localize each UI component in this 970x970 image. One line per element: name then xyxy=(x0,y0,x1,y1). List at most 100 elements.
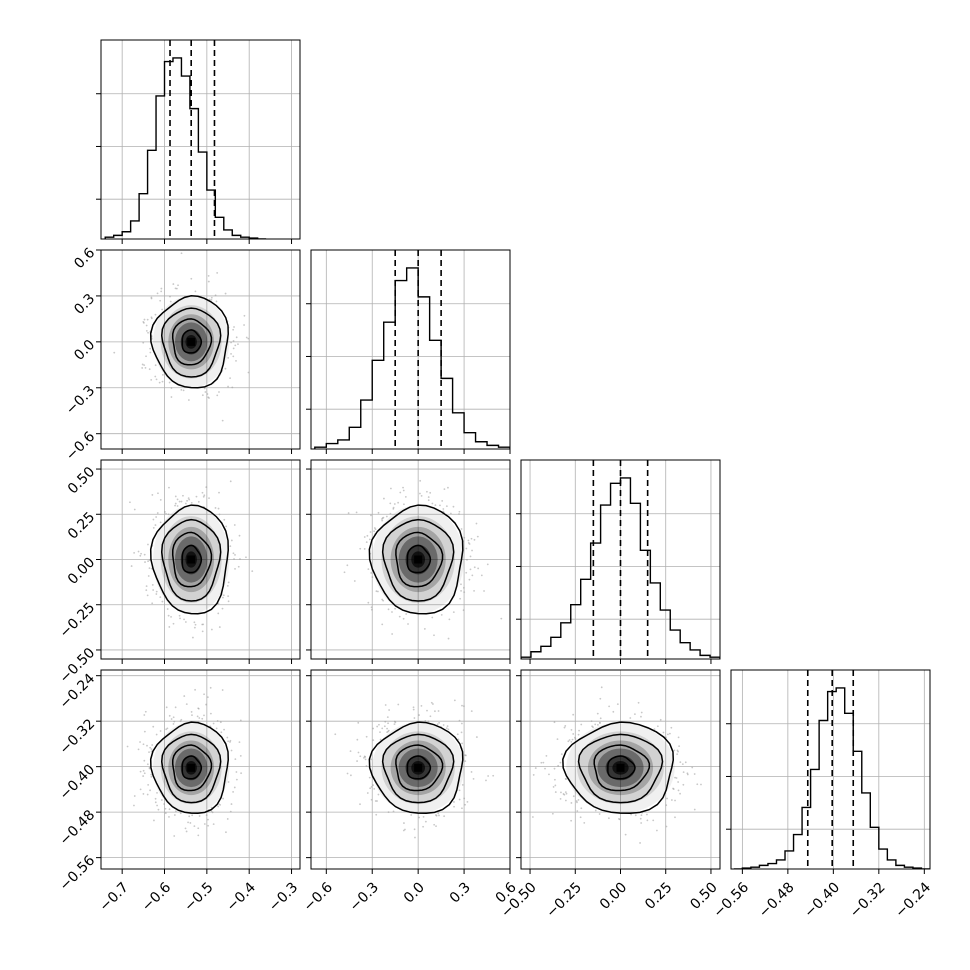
scatter-point xyxy=(453,801,455,803)
scatter-point xyxy=(429,715,432,718)
scatter-point xyxy=(366,534,369,537)
scatter-point xyxy=(197,707,200,710)
scatter-point xyxy=(159,498,162,501)
scatter-point xyxy=(473,566,476,569)
panel-frame xyxy=(310,669,511,870)
scatter-point xyxy=(384,720,387,723)
scatter-point xyxy=(633,713,636,716)
scatter-point xyxy=(160,799,163,801)
scatter-point xyxy=(154,797,157,800)
scatter-point xyxy=(693,773,696,775)
scatter-point xyxy=(232,355,235,358)
scatter-point xyxy=(233,786,236,789)
scatter-point xyxy=(374,800,377,802)
scatter-point xyxy=(640,814,643,817)
scatter-point xyxy=(166,727,169,730)
scatter-point xyxy=(681,763,684,766)
scatter-point xyxy=(398,615,401,618)
scatter-point xyxy=(599,722,601,724)
scatter-point xyxy=(682,783,685,786)
scatter-point xyxy=(464,760,467,763)
scatter-point xyxy=(424,820,427,823)
scatter-point xyxy=(394,607,396,610)
scatter-point xyxy=(407,623,409,625)
scatter-point xyxy=(443,488,446,491)
scatter-point xyxy=(678,745,681,748)
scatter-point xyxy=(168,626,171,628)
scatter-point xyxy=(177,284,179,287)
scatter-point xyxy=(234,344,237,347)
scatter-point xyxy=(565,792,568,795)
density-group xyxy=(334,699,495,839)
scatter-point xyxy=(377,511,380,514)
scatter-point xyxy=(221,419,224,422)
scatter-point xyxy=(215,727,218,730)
contour-line xyxy=(406,544,432,574)
contour-line xyxy=(381,733,455,804)
scatter-point xyxy=(639,817,642,820)
scatter-point xyxy=(152,589,155,591)
x-tick-label: 0.25 xyxy=(642,879,675,912)
scatter-point xyxy=(467,539,470,542)
scatter-point xyxy=(173,835,176,837)
scatter-point xyxy=(385,515,388,518)
scatter-point xyxy=(571,738,574,741)
scatter-point xyxy=(170,718,173,720)
scatter-point xyxy=(652,819,655,822)
scatter-point xyxy=(163,803,166,805)
scatter-point xyxy=(386,731,389,734)
scatter-point xyxy=(446,725,449,728)
scatter-point xyxy=(445,505,448,508)
scatter-point xyxy=(133,508,136,511)
scatter-point xyxy=(147,560,149,563)
scatter-point xyxy=(145,324,148,327)
scatter-point xyxy=(160,287,163,290)
scatter-point xyxy=(227,385,229,388)
scatter-point xyxy=(436,723,439,726)
scatter-point xyxy=(376,725,379,728)
scatter-point xyxy=(202,623,205,626)
scatter-point xyxy=(201,394,204,397)
scatter-point xyxy=(207,274,210,277)
x-tick-label: −0.3 xyxy=(266,879,301,914)
scatter-point xyxy=(424,720,427,722)
scatter-point xyxy=(143,772,146,775)
scatter-point xyxy=(419,492,421,495)
scatter-point xyxy=(572,713,575,716)
x-tick-label: −0.6 xyxy=(139,879,174,914)
scatter-point xyxy=(141,363,144,366)
scatter-point xyxy=(164,807,167,810)
scatter-point xyxy=(142,341,145,344)
scatter-point xyxy=(682,771,685,774)
scatter-point xyxy=(548,773,550,776)
scatter-point xyxy=(594,723,597,726)
scatter-point xyxy=(176,498,179,501)
scatter-point xyxy=(155,590,158,593)
scatter-point xyxy=(194,290,197,293)
scatter-point xyxy=(372,784,375,786)
scatter-point xyxy=(203,387,206,390)
scatter-point xyxy=(227,356,230,359)
y-tick-label: −0.40 xyxy=(57,762,99,804)
scatter-point xyxy=(437,812,440,815)
panel-frame xyxy=(100,249,301,450)
scatter-point xyxy=(402,486,404,489)
scatter-point xyxy=(144,561,146,563)
scatter-point xyxy=(404,495,407,498)
scatter-point xyxy=(144,366,147,369)
scatter-point xyxy=(640,711,643,714)
x-tick-label: 0.00 xyxy=(597,879,630,912)
scatter-point xyxy=(150,748,153,751)
scatter-point xyxy=(196,715,199,718)
scatter-point xyxy=(218,391,220,393)
contour-line xyxy=(171,531,213,588)
scatter-point xyxy=(458,510,461,513)
x-tick-label: 0.3 xyxy=(447,879,474,906)
scatter-point xyxy=(226,584,229,587)
scatter-point xyxy=(577,799,580,801)
scatter-point xyxy=(167,614,170,617)
scatter-point xyxy=(155,733,158,736)
scatter-point xyxy=(434,814,437,816)
scatter-point xyxy=(475,522,478,525)
contour-line xyxy=(181,329,203,354)
